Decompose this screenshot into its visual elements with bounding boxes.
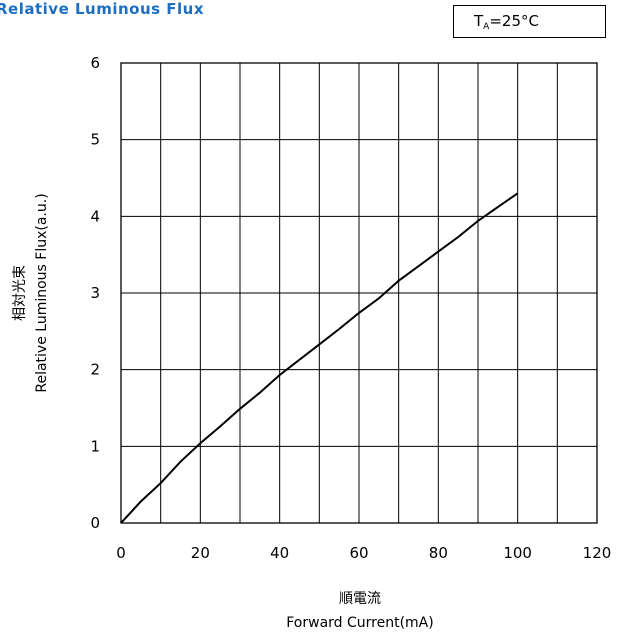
grid <box>121 63 597 523</box>
x-tick-label: 80 <box>429 544 448 562</box>
series-line <box>120 192 519 524</box>
x-tick-label: 100 <box>503 544 532 562</box>
x-tick-label: 60 <box>349 544 368 562</box>
y-tick-label: 6 <box>90 54 100 72</box>
x-tick-label: 40 <box>270 544 289 562</box>
tick-labels: 0 20 40 60 80 100 120 0 1 2 3 4 5 6 <box>90 54 611 562</box>
y-axis-label-jp: 相対光束 <box>12 265 28 321</box>
chart-title: Relative Luminous Flux <box>0 0 205 18</box>
x-tick-label: 20 <box>191 544 210 562</box>
x-tick-label: 0 <box>116 544 126 562</box>
plot-frame <box>120 62 598 524</box>
y-tick-label: 2 <box>90 361 100 379</box>
condition-subscript: A <box>483 22 490 32</box>
condition-symbol: T <box>474 12 484 30</box>
y-tick-label: 1 <box>90 437 100 455</box>
x-axis-label-jp: 順電流 <box>339 591 381 607</box>
y-axis-label: Relative Luminous Flux(a.u.) <box>34 193 50 392</box>
y-tick-label: 0 <box>90 514 100 532</box>
condition-box: TA=25°C <box>453 5 606 38</box>
x-tick-label: 120 <box>583 544 612 562</box>
condition-value: =25°C <box>489 12 539 30</box>
y-tick-label: 5 <box>90 131 100 149</box>
x-axis-label: Forward Current(mA) <box>286 615 433 631</box>
y-tick-label: 3 <box>90 284 100 302</box>
y-tick-label: 4 <box>90 207 100 225</box>
